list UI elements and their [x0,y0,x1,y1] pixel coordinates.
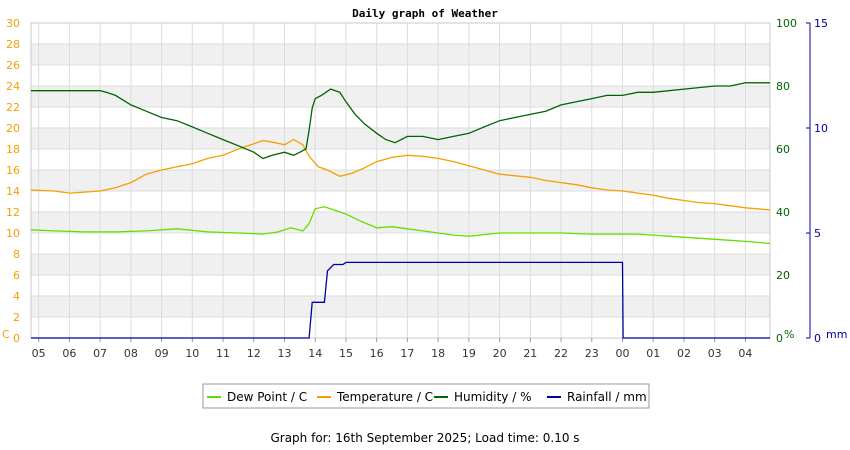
humidity-axis-unit: % [784,328,794,341]
x-tick-label: 08 [124,347,138,360]
humidity-line [31,82,770,160]
left-tick-label: 2 [13,311,20,324]
left-tick-label: 18 [6,143,20,156]
background-band [31,212,770,233]
background-band [31,170,770,191]
x-tick-label: 09 [155,347,169,360]
x-tick-label: 01 [646,347,660,360]
left-tick-label: 12 [6,206,20,219]
x-tick-label: 21 [523,347,537,360]
x-tick-label: 19 [462,347,476,360]
background-band [31,296,770,317]
humidity-tick-label: 40 [776,206,790,219]
vertical-gridlines [38,23,746,338]
x-tick-label: 14 [308,347,322,360]
x-tick-label: 15 [339,347,353,360]
background-band [31,86,770,107]
x-tick-label: 13 [278,347,292,360]
rainfall-line [31,261,770,339]
rain-axis-ticks: 0 5 10 15 [806,17,828,345]
left-tick-label: 16 [6,164,20,177]
x-tick-label: 12 [247,347,261,360]
legend-label-humidity: Humidity / % [454,390,531,404]
left-tick-label: 20 [6,122,20,135]
left-tick-label: 26 [6,59,20,72]
rain-tick-label: 0 [814,332,821,345]
x-tick-label: 06 [62,347,76,360]
temperature-line [30,138,771,211]
dew-point-line [30,206,771,245]
footer-text: Graph for: 16th September 2025; Load tim… [270,431,580,445]
x-tick-label: 23 [585,347,599,360]
chart-title: Daily graph of Weather [352,7,498,20]
x-tick-label: 20 [493,347,507,360]
left-tick-label: 24 [6,80,20,93]
rain-tick-label: 15 [814,17,828,30]
background-band [31,128,770,149]
background-band [31,44,770,65]
humidity-tick-label: 0 [776,332,783,345]
x-tick-label: 00 [616,347,630,360]
rain-axis-unit: mm [826,328,847,341]
x-tick-label: 17 [400,347,414,360]
left-tick-label: 6 [13,269,20,282]
left-tick-label: 30 [6,17,20,30]
x-tick-label: 02 [677,347,691,360]
x-axis-ticks: 05 06 07 08 09 10 11 12 13 14 15 16 17 18 19 20 21 22 23 00… [32,338,752,360]
legend-label-rainfall: Rainfall / mm [567,390,647,404]
humidity-tick-label: 60 [776,143,790,156]
left-axis-unit: C [2,328,10,341]
legend-label-dew-point: Dew Point / C [227,390,307,404]
x-tick-label: 03 [708,347,722,360]
x-tick-label: 22 [554,347,568,360]
rain-tick-label: 10 [814,122,828,135]
humidity-tick-label: 100 [776,17,797,30]
x-tick-label: 18 [431,347,445,360]
left-tick-label: 10 [6,227,20,240]
humidity-axis-ticks: 0 20 40 60 80 100 [776,17,797,345]
x-tick-label: 11 [216,347,230,360]
left-tick-label: 22 [6,101,20,114]
left-tick-label: 28 [6,38,20,51]
background-bands [31,44,770,317]
left-tick-label: 0 [13,332,20,345]
left-tick-label: 14 [6,185,20,198]
legend-label-temperature: Temperature / C [336,390,433,404]
left-tick-label: 8 [13,248,20,261]
x-tick-label: 07 [93,347,107,360]
rain-tick-label: 5 [814,227,821,240]
x-tick-label: 04 [738,347,752,360]
background-band [31,254,770,275]
humidity-tick-label: 20 [776,269,790,282]
series-lines [30,82,771,339]
x-tick-label: 16 [370,347,384,360]
x-tick-label: 10 [185,347,199,360]
x-tick-label: 05 [32,347,46,360]
left-tick-label: 4 [13,290,20,303]
legend-box [202,383,650,409]
plot-frame [30,22,771,339]
legend: Dew Point / C Temperature / C Humidity / %… [202,383,650,409]
humidity-tick-label: 80 [776,80,790,93]
